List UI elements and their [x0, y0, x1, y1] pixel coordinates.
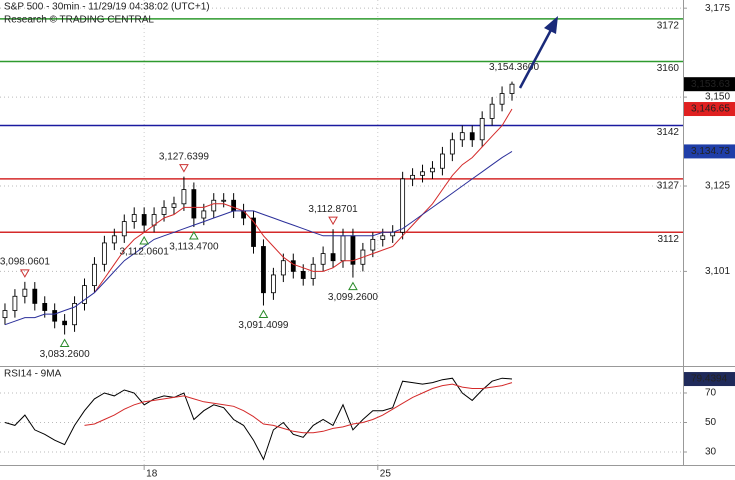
- candle-body: [420, 171, 425, 176]
- candle-body: [489, 103, 495, 119]
- candle-body: [32, 288, 38, 304]
- candle-body: [320, 253, 326, 265]
- annotation-label: 3,112.8701: [308, 204, 358, 215]
- y-tick-label: 30: [705, 447, 717, 458]
- candle-body: [101, 242, 107, 265]
- price-marker: [684, 102, 735, 117]
- candle-body: [201, 210, 207, 219]
- annotation-label: 3,098.0601: [0, 256, 50, 267]
- price-marker-label: 3,134.73: [691, 146, 730, 157]
- candle-body: [211, 199, 217, 212]
- candle-body: [62, 320, 68, 326]
- low-marker: [139, 236, 150, 245]
- candle-body: [499, 93, 505, 105]
- level-label: 3160: [657, 63, 680, 74]
- candle-body: [469, 132, 475, 141]
- candle-body: [400, 178, 406, 233]
- candle-body: [111, 235, 117, 244]
- annotation-label: 3,099.2600: [328, 292, 378, 303]
- candle-body: [280, 260, 286, 276]
- candle-body: [12, 295, 18, 311]
- candle-body: [410, 174, 415, 180]
- series-line: [4, 377, 513, 461]
- candle-body: [92, 263, 97, 287]
- rsi-title: RSI14 - 9MA: [4, 369, 62, 380]
- series-line: [4, 150, 513, 326]
- price-marker-label: 79.4394: [691, 374, 728, 385]
- high-marker: [19, 269, 30, 278]
- low-marker: [59, 338, 70, 347]
- candle-body: [380, 235, 386, 240]
- annotation-label: 3,112.0601: [119, 247, 169, 258]
- low-marker: [258, 309, 269, 318]
- candle-body: [181, 189, 187, 205]
- y-tick-label: 3,125: [705, 181, 730, 192]
- candle-body: [370, 238, 376, 251]
- annotation-label: 3,154.3600: [489, 62, 539, 73]
- price-marker: [684, 372, 735, 387]
- price-marker: [684, 144, 735, 159]
- candle-body: [2, 310, 8, 319]
- y-tick-label: 70: [705, 388, 717, 399]
- annotation-label: 3,083.2600: [40, 349, 90, 360]
- x-tick-label: 25: [380, 469, 392, 480]
- candle-body: [221, 199, 227, 202]
- candle-body: [82, 285, 87, 304]
- candle-body: [290, 260, 296, 272]
- x-tick-label: 18: [146, 469, 158, 480]
- low-marker: [189, 231, 199, 240]
- candle-body: [72, 302, 77, 326]
- candle-body: [141, 214, 147, 226]
- candle-body: [251, 217, 256, 247]
- candle-body: [340, 235, 346, 262]
- candle-body: [191, 189, 197, 219]
- level-label: 3142: [657, 127, 680, 138]
- annotation-label: 3,127.6399: [159, 151, 209, 162]
- candle-body: [22, 288, 28, 297]
- price-marker: [684, 77, 735, 92]
- annotation-label: 3,091.4099: [238, 320, 288, 331]
- trend-arrow: [518, 27, 554, 89]
- candle-body: [430, 167, 435, 173]
- candle-body: [509, 83, 515, 94]
- candle-body: [449, 139, 455, 155]
- candle-body: [131, 214, 137, 222]
- chart-subtitle: Research © TRADING CENTRAL: [4, 15, 154, 26]
- high-marker: [328, 216, 338, 226]
- level-label: 3127: [657, 181, 680, 192]
- candle-body: [171, 203, 177, 208]
- series-line: [84, 382, 513, 434]
- candle-body: [300, 270, 306, 279]
- candle-body: [231, 199, 237, 212]
- series-line: [93, 108, 513, 293]
- price-marker-label: 3,153.63: [691, 79, 730, 90]
- candle-body: [479, 118, 485, 141]
- candle-body: [121, 221, 127, 237]
- annotation-label: 3,113.4700: [169, 242, 219, 253]
- chart-title: S&P 500 - 30min - 11/29/19 04:38:02 (UTC…: [4, 2, 210, 13]
- low-marker: [348, 281, 358, 291]
- y-tick-label: 3,175: [705, 3, 730, 14]
- level-label: 3112: [657, 234, 679, 245]
- candle-body: [330, 253, 336, 262]
- candle-body: [459, 132, 465, 141]
- price-marker-label: 3,146.65: [691, 104, 730, 115]
- candle-body: [261, 246, 266, 294]
- candle-body: [440, 153, 445, 169]
- y-tick-label: 3,101: [705, 266, 730, 277]
- high-marker: [179, 164, 189, 173]
- trend-arrow-head: [544, 16, 558, 34]
- y-tick-label: 3,150: [705, 92, 730, 103]
- candle-body: [52, 310, 58, 322]
- level-label: 3172: [657, 20, 680, 31]
- candle-body: [161, 206, 167, 215]
- y-tick-label: 50: [705, 417, 717, 428]
- candle-body: [270, 274, 276, 294]
- candle-body: [42, 302, 48, 311]
